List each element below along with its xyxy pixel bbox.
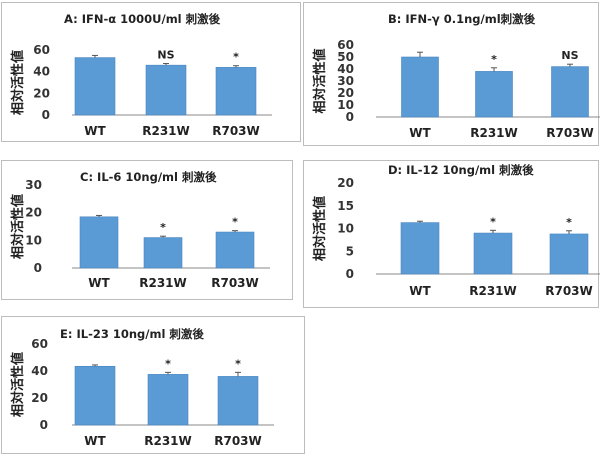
chart-title: C: IL-6 10ng/ml 刺激後	[80, 170, 217, 184]
category-label: R231W	[144, 434, 192, 448]
y-axis-label: 相対活性値	[10, 352, 26, 417]
significance-label: *	[232, 216, 238, 229]
y-axis-label: 相対活性値	[312, 196, 328, 261]
chart-title: A: IFN-α 1000U/ml 刺激後	[64, 12, 221, 26]
y-axis-label: 相対活性値	[10, 50, 26, 115]
chart-panel-c: C: IL-6 10ng/ml 刺激後相対活性値 0 10 20 30 WT * R231W *…	[1, 160, 293, 300]
bar-r703w	[215, 231, 255, 269]
chart-panel-b: B: IFN-γ 0.1ng/ml刺激後相対活性値 0 10 20 30 40 50 60 WT…	[303, 2, 600, 146]
y-tick-label: 0	[346, 110, 354, 124]
category-label: R703W	[214, 434, 262, 448]
bar-wt	[74, 365, 116, 426]
y-tick-label: 0	[42, 108, 50, 122]
category-label: R231W	[469, 284, 517, 298]
category-label: WT	[88, 276, 110, 290]
significance-label: *	[490, 215, 496, 228]
y-tick-label: 60	[33, 43, 50, 57]
y-tick-label: 0	[40, 418, 48, 432]
y-tick-label: 10	[337, 98, 354, 112]
significance-label: *	[235, 357, 241, 370]
y-tick-label: 0	[346, 267, 354, 281]
category-label: WT	[84, 124, 106, 138]
chart-title: E: IL-23 10ng/ml 刺激後	[60, 327, 204, 341]
y-tick-label: 60	[337, 38, 354, 52]
y-tick-label: 20	[33, 86, 50, 100]
category-label: R703W	[212, 124, 260, 138]
bar-wt	[400, 222, 440, 275]
bar-r231w	[143, 237, 183, 269]
significance-label: *	[491, 53, 497, 66]
bar-r231w	[145, 64, 187, 116]
y-tick-label: 40	[337, 62, 354, 76]
bar-wt	[401, 56, 439, 118]
category-label: R231W	[142, 124, 190, 138]
category-label: R703W	[546, 126, 594, 140]
significance-label: *	[165, 357, 171, 370]
chart-panel-a: A: IFN-α 1000U/ml 刺激後相対活性値 0 20 40 60 WT NS R23…	[1, 2, 301, 142]
y-tick-label: 40	[33, 65, 50, 79]
y-tick-label: 30	[337, 74, 354, 88]
y-tick-label: 20	[337, 176, 354, 190]
bar-r231w	[475, 71, 513, 118]
y-tick-label: 40	[31, 364, 48, 378]
bar-r703w	[217, 376, 259, 426]
category-label: WT	[84, 434, 106, 448]
y-tick-label: 5	[346, 244, 354, 258]
bar-wt	[74, 57, 116, 116]
chart-title: D: IL-12 10ng/ml 刺激後	[388, 163, 534, 177]
y-axis-label: 相対活性値	[312, 48, 328, 113]
bar-wt	[79, 216, 119, 269]
y-tick-label: 50	[337, 50, 354, 64]
chart-title: B: IFN-γ 0.1ng/ml刺激後	[388, 12, 536, 26]
category-label: R231W	[470, 126, 518, 140]
y-tick-label: 15	[337, 199, 354, 213]
chart-panel-d: D: IL-12 10ng/ml 刺激後相対活性値 0 5 10 15 20 WT * R231…	[303, 160, 600, 308]
significance-label: NS	[561, 49, 578, 62]
bar-r703w	[215, 67, 257, 116]
y-tick-label: 10	[337, 222, 354, 236]
significance-label: *	[566, 216, 572, 229]
category-label: WT	[409, 284, 431, 298]
y-tick-label: 0	[34, 261, 42, 275]
bar-r231w	[473, 232, 513, 275]
category-label: R231W	[139, 276, 187, 290]
category-label: WT	[409, 126, 431, 140]
significance-label: NS	[157, 49, 174, 62]
y-tick-label: 30	[25, 178, 42, 192]
bar-r231w	[147, 374, 189, 426]
y-tick-label: 20	[25, 206, 42, 220]
y-tick-label: 20	[31, 391, 48, 405]
significance-label: *	[160, 221, 166, 234]
bar-r703w	[549, 233, 589, 275]
y-axis-label: 相対活性値	[10, 194, 26, 259]
bar-r703w	[551, 66, 589, 118]
category-label: R703W	[545, 284, 593, 298]
y-tick-label: 20	[337, 86, 354, 100]
y-tick-label: 10	[25, 233, 42, 247]
category-label: R703W	[211, 276, 259, 290]
y-tick-label: 60	[31, 337, 48, 351]
chart-panel-e: E: IL-23 10ng/ml 刺激後相対活性値 0 20 40 60 WT * R231W…	[1, 316, 305, 454]
significance-label: *	[233, 51, 239, 64]
